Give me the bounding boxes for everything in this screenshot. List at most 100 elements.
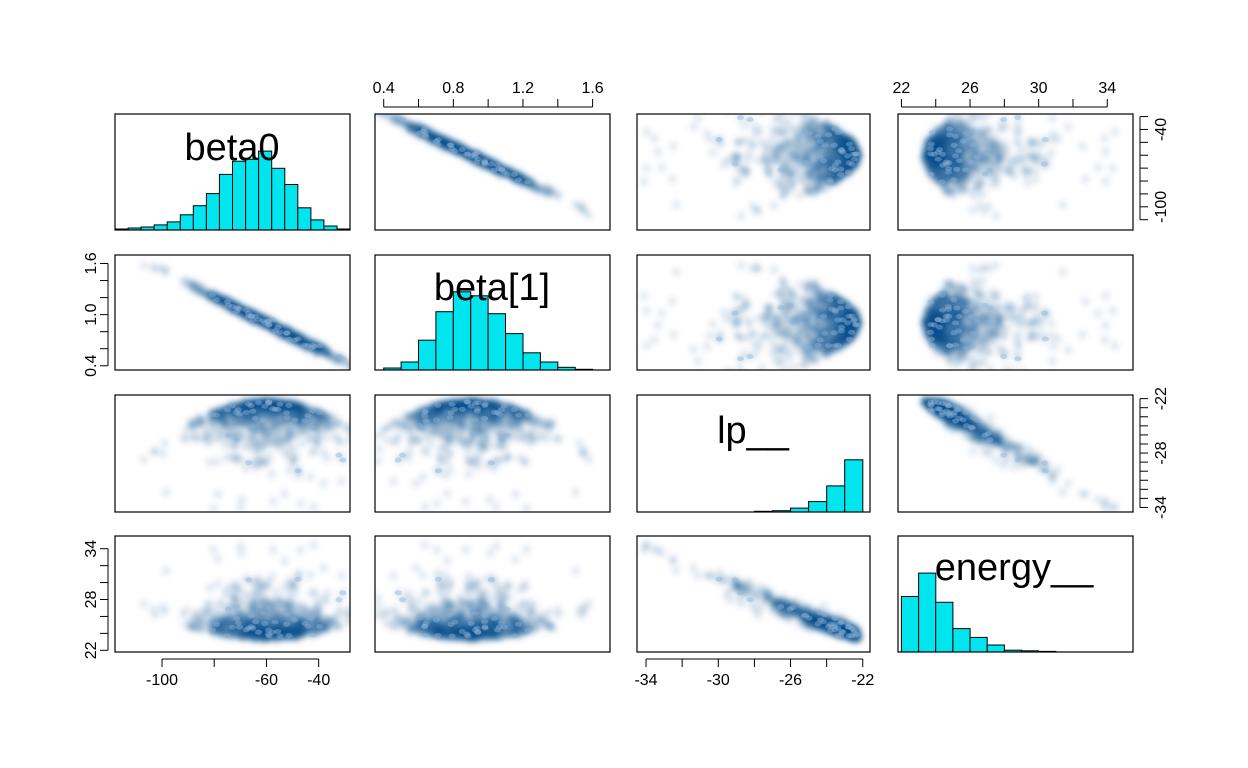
outlier-point [481,161,489,167]
density-point [838,136,847,145]
density-point [920,156,929,165]
density-point [1058,200,1067,210]
outlier-point [945,160,953,166]
outlier-point [838,147,846,153]
density-point [784,167,793,176]
density-point [784,354,793,363]
outlier-point [736,115,744,120]
density-point [1031,292,1040,301]
density-point [672,267,681,277]
outlier-point [399,117,407,122]
density-point [979,132,988,142]
density-point [993,179,1002,188]
density-point [771,290,780,299]
density-point [956,173,965,182]
outlier-point [968,129,976,134]
density-point [758,114,766,117]
outlier-point [448,146,456,152]
density-point [763,166,773,176]
outlier-point [942,161,950,167]
outlier-point [944,169,952,175]
outlier-point [446,142,454,148]
density-point [813,118,822,127]
outlier-point [233,309,240,315]
outlier-point [848,329,856,335]
outlier-point [981,171,989,177]
density-point [1049,129,1058,138]
density-point [430,132,439,142]
outlier-point [848,313,856,319]
outlier-point [422,133,430,139]
outlier-point [837,148,845,154]
density-point [689,345,698,355]
outlier-point [224,302,232,308]
outlier-point [463,151,471,157]
density-point [1018,104,1026,112]
density-point [542,182,551,192]
density-point [827,127,836,136]
density-point [940,184,950,194]
density-point [809,146,819,155]
outlier-point [936,147,944,153]
density-point [804,352,813,361]
density-point [983,125,992,135]
density-point [921,149,930,158]
density-point [780,339,789,349]
density-point [356,96,364,104]
density-point [1031,175,1040,184]
outlier-point [984,152,992,158]
outlier-point [939,151,946,157]
outlier-point [515,177,522,183]
outlier-point [942,159,950,165]
outlier-point [481,160,489,166]
outlier-point [826,177,834,183]
density-point [735,333,744,342]
outlier-point [927,172,935,177]
density-point [935,177,944,187]
density-point [943,126,953,135]
density-point [976,114,985,119]
density-point [571,200,580,210]
density-point [979,156,988,165]
outlier-point [927,141,935,147]
density-point [736,114,745,122]
density-point [587,294,595,302]
density-point [836,175,845,184]
density-point [986,137,995,147]
density-point [771,179,780,188]
density-point [719,307,729,317]
density-point [657,163,667,172]
outlier-point [432,138,440,144]
outlier-point [831,162,839,168]
outlier-point [816,154,824,160]
outlier-point [821,330,829,336]
outlier-point [731,161,739,167]
density-point [784,157,793,166]
density-point [810,281,819,291]
density-point [1018,145,1027,155]
density-point [639,177,649,186]
outlier-point [416,130,424,136]
density-point [972,173,981,183]
outlier-point [845,141,853,147]
outlier-point [487,161,495,167]
density-point [1013,128,1022,138]
density-point [1081,175,1090,184]
outlier-point [208,292,216,298]
density-point [732,152,741,161]
outlier-point [1000,117,1008,122]
density-point [809,323,819,332]
density-point [779,150,788,159]
density-point [967,137,976,146]
density-point [726,96,734,104]
outlier-point [967,160,975,165]
outlier-point [986,167,994,173]
outlier-point [283,330,291,336]
density-point [324,352,334,361]
outlier-point [844,304,852,310]
density-point [526,179,535,188]
density-point [732,320,741,329]
outlier-point [736,356,744,362]
outlier-point [434,141,442,147]
density-point [788,289,798,299]
